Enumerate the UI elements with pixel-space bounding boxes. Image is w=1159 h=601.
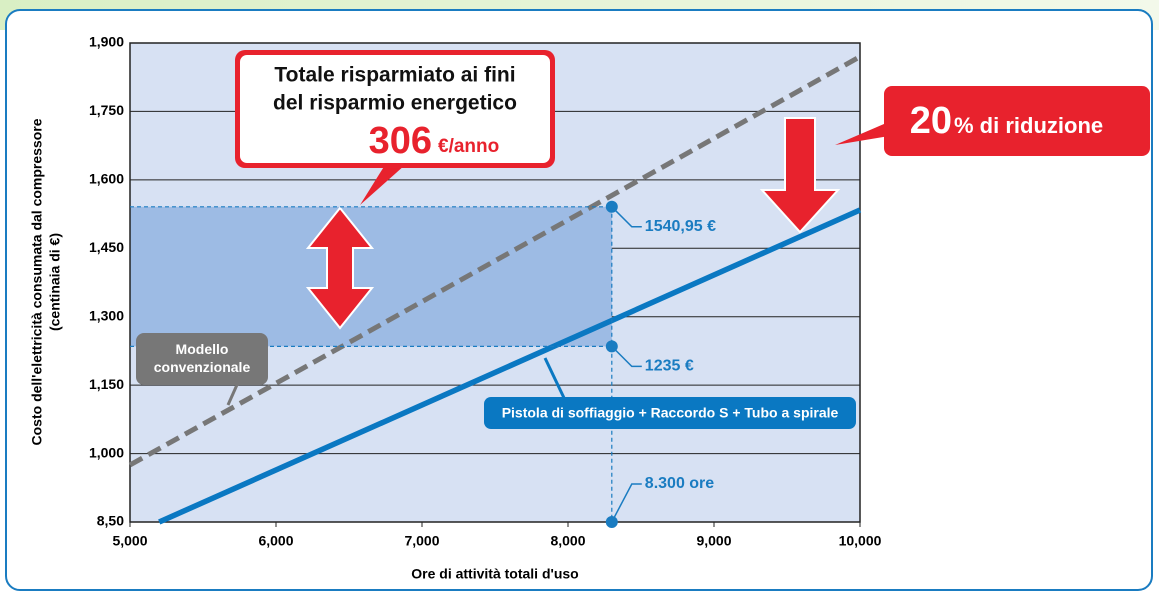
callout-unit: €/anno [438, 136, 499, 157]
y-tick-label: 1,450 [89, 239, 124, 255]
x-tick-label: 5,000 [112, 533, 147, 549]
series-line [158, 207, 862, 525]
label-leader [611, 483, 642, 523]
plot-border [129, 42, 861, 523]
down-arrow [759, 117, 841, 234]
series-badge [136, 333, 268, 385]
callout-box [240, 55, 550, 163]
series-badge [484, 397, 856, 429]
y-tick-label: 1,750 [89, 102, 124, 118]
y-axis-label: Costo dell'elettricità consumata dal com… [29, 118, 45, 445]
badge-leader [543, 357, 567, 401]
point-label: 1540,95 € [645, 218, 716, 235]
x-axis-label: Ore di attività totali d'uso [411, 566, 578, 582]
label-leader [611, 345, 642, 368]
y-tick-label: 1,900 [89, 34, 124, 50]
y-tick-label: 8,50 [97, 513, 124, 529]
callout-title: del risparmio energetico [273, 92, 517, 115]
double-arrow [305, 206, 375, 330]
callout-title: Totale risparmiato ai fini [274, 64, 515, 87]
x-tick-label: 10,000 [839, 533, 882, 549]
x-tick-label: 8,000 [550, 533, 585, 549]
callout-amount: 306 [369, 120, 432, 162]
point-label: 1235 € [645, 358, 694, 375]
x-tick-label: 9,000 [696, 533, 731, 549]
reduction-text: % di riduzione [954, 113, 1103, 138]
callout-pointer [360, 165, 405, 205]
label-leader [611, 206, 642, 228]
reduction-badge [884, 86, 1150, 156]
x-tick-label: 6,000 [258, 533, 293, 549]
series-name-line: convenzionale [154, 359, 251, 375]
point-label: 8.300 ore [645, 475, 714, 492]
y-tick-label: 1,600 [89, 171, 124, 187]
series-name-line: Modello [176, 341, 229, 357]
saving-region [130, 206, 612, 347]
series-line [128, 54, 862, 468]
y-tick-label: 1,000 [89, 444, 124, 460]
y-axis-label: (centinaia di €) [47, 233, 63, 331]
x-tick-label: 7,000 [404, 533, 439, 549]
y-tick-label: 1,150 [89, 376, 124, 392]
series-name: Pistola di soffiaggio + Raccordo S + Tub… [502, 405, 839, 421]
reduction-amount: 20 [910, 100, 952, 142]
series-name: Modello convenzionale [154, 341, 251, 375]
y-tick-label: 1,300 [89, 307, 124, 323]
